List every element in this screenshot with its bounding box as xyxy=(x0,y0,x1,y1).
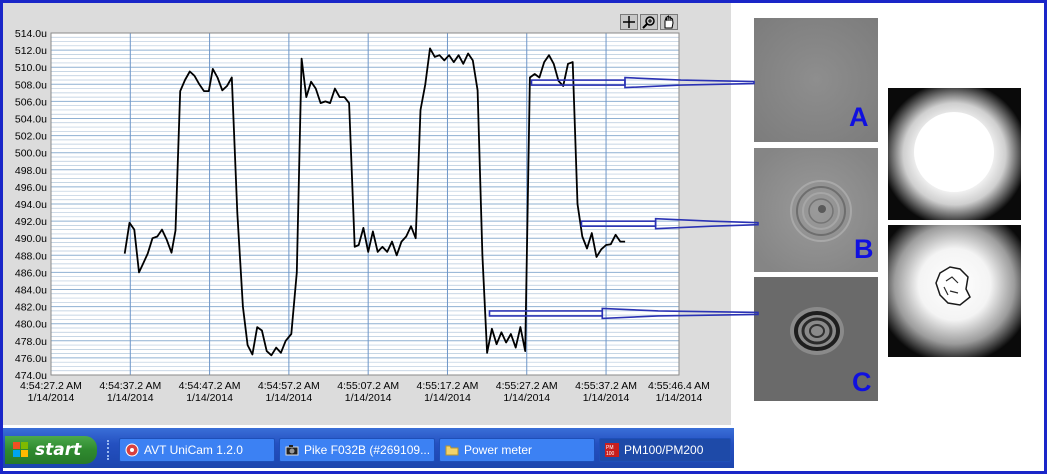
panel-label-a: A xyxy=(849,102,869,132)
data-series-line xyxy=(123,47,626,357)
pan-hand-icon[interactable] xyxy=(660,14,678,30)
x-tick-label-date: 1/14/2014 xyxy=(107,392,154,404)
beam-image-bright-bottom xyxy=(888,225,1021,357)
y-tick-label: 502.0u xyxy=(15,131,47,143)
y-tick-label: 482.0u xyxy=(15,302,47,314)
y-tick-label: 500.0u xyxy=(15,148,47,160)
taskbar-button-unicam[interactable]: AVT UniCam 1.2.0 xyxy=(119,438,275,462)
x-tick-label-time: 4:55:07.2 AM xyxy=(337,380,399,392)
arrow-head xyxy=(601,307,759,320)
x-tick-label-time: 4:55:27.2 AM xyxy=(496,380,558,392)
taskbar-label-pike: Pike F032B (#269109... xyxy=(304,443,431,457)
taskbar-button-pike[interactable]: Pike F032B (#269109... xyxy=(279,438,435,462)
taskbar-button-pm100[interactable]: PM 100 PM100/PM200 xyxy=(599,438,731,462)
x-tick-label-time: 4:55:17.2 AM xyxy=(417,380,479,392)
camera-icon xyxy=(285,445,299,456)
y-tick-label: 486.0u xyxy=(15,267,47,279)
x-tick-label-date: 1/14/2014 xyxy=(503,392,550,404)
annotation-arrow-a xyxy=(530,76,755,89)
panel-label-b: B xyxy=(854,234,874,264)
beam-image-b xyxy=(754,148,878,272)
taskbar: start AVT UniCam 1.2.0 Pike F032B (#2691… xyxy=(3,428,734,468)
annotation-arrow-b xyxy=(580,217,759,230)
chart-panel: 474.0u 476.0u 478.0u 480.0u 482.0u 484.0u 486.… xyxy=(3,3,731,425)
x-tick-label-date: 1/14/2014 xyxy=(583,392,630,404)
y-tick-label: 478.0u xyxy=(15,336,47,348)
x-tick-label-date: 1/14/2014 xyxy=(28,392,75,404)
y-tick-label: 490.0u xyxy=(15,233,47,245)
folder-icon xyxy=(445,445,459,456)
x-tick-label-date: 1/14/2014 xyxy=(266,392,313,404)
line-chart: 474.0u 476.0u 478.0u 480.0u 482.0u 484.0u 486.… xyxy=(15,28,710,404)
panel-label-c: C xyxy=(852,367,872,397)
zoom-icon[interactable] xyxy=(640,14,658,30)
y-tick-label: 510.0u xyxy=(15,62,47,74)
x-tick-label-time: 4:54:57.2 AM xyxy=(258,380,320,392)
y-tick-label: 492.0u xyxy=(15,216,47,228)
y-tick-label: 508.0u xyxy=(15,79,47,91)
windows-logo-icon xyxy=(13,442,28,457)
beam-image-a xyxy=(754,18,878,142)
x-tick-label-time: 4:55:37.2 AM xyxy=(575,380,637,392)
x-tick-label-date: 1/14/2014 xyxy=(656,392,703,404)
x-tick-label-date: 1/14/2014 xyxy=(186,392,233,404)
x-tick-label-time: 4:54:27.2 AM xyxy=(20,380,82,392)
plot-border xyxy=(50,32,680,376)
y-tick-label: 506.0u xyxy=(15,96,47,108)
x-tick-label-time: 4:54:37.2 AM xyxy=(99,380,161,392)
cursor-crosshair-icon[interactable] xyxy=(620,14,638,30)
beam-image-c xyxy=(754,277,878,401)
y-tick-label: 476.0u xyxy=(15,353,47,365)
y-tick-label: 512.0u xyxy=(15,45,47,57)
unicam-icon xyxy=(125,443,139,457)
y-tick-label: 488.0u xyxy=(15,250,47,262)
svg-text:PM: PM xyxy=(606,445,614,451)
start-label: start xyxy=(35,440,82,460)
arrow-shaft xyxy=(530,79,626,86)
y-tick-label: 514.0u xyxy=(15,28,47,40)
pm100-icon: PM100 xyxy=(605,443,619,457)
x-tick-label-date: 1/14/2014 xyxy=(345,392,392,404)
start-button[interactable]: start xyxy=(5,436,97,464)
arrow-head xyxy=(624,76,755,89)
x-tick-label-time: 4:54:47.2 AM xyxy=(179,380,241,392)
arrow-head xyxy=(654,217,759,230)
y-tick-label: 498.0u xyxy=(15,165,47,177)
arrow-shaft xyxy=(580,220,657,227)
taskbar-label-pm100: PM100/PM200 xyxy=(624,443,704,457)
y-tick-label: 484.0u xyxy=(15,285,47,297)
quicklaunch-grip[interactable] xyxy=(107,440,113,460)
annotation-arrow-c xyxy=(488,307,759,320)
y-tick-label: 494.0u xyxy=(15,199,47,211)
y-tick-label: 474.0u xyxy=(15,370,47,382)
arrow-shaft xyxy=(488,310,604,317)
taskbar-label-unicam: AVT UniCam 1.2.0 xyxy=(144,443,243,457)
svg-text:100: 100 xyxy=(606,451,615,457)
beam-image-bright-top xyxy=(888,88,1021,220)
y-tick-label: 480.0u xyxy=(15,319,47,331)
y-tick-label: 496.0u xyxy=(15,182,47,194)
x-tick-label-date: 1/14/2014 xyxy=(424,392,471,404)
taskbar-button-power-meter[interactable]: Power meter xyxy=(439,438,595,462)
y-tick-label: 504.0u xyxy=(15,114,47,126)
taskbar-label-power-meter: Power meter xyxy=(464,443,533,457)
x-tick-label-time: 4:55:46.4 AM xyxy=(648,380,710,392)
